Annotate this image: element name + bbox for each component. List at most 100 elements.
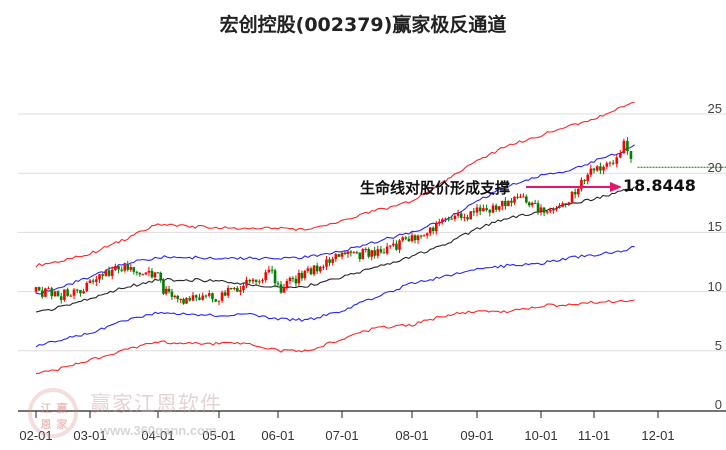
candle-body [482, 208, 485, 212]
candle-body [422, 235, 426, 237]
candle-body [279, 284, 283, 293]
candle-body [615, 157, 619, 164]
candle-body [261, 280, 264, 282]
candle-body [170, 291, 174, 297]
candle-body [401, 237, 404, 241]
candle-body [164, 288, 168, 294]
candle-body [288, 277, 292, 282]
candle-body [522, 196, 525, 198]
candle-body [533, 202, 537, 204]
candle-body [605, 163, 609, 167]
candle-body [66, 289, 69, 297]
candle-body [463, 217, 466, 219]
candle-body [611, 162, 615, 164]
candle-body [291, 277, 295, 279]
candle-body [592, 168, 596, 171]
candle-body [104, 270, 108, 276]
candle-body [117, 266, 120, 270]
candle-body [343, 252, 347, 254]
candle-body [545, 211, 549, 213]
candle-body [434, 223, 438, 232]
candle-body [162, 280, 165, 294]
candle-body [123, 264, 127, 271]
candle-body [395, 243, 398, 250]
candle-body [608, 162, 612, 164]
candle-body [37, 287, 41, 291]
candle-body [251, 279, 255, 282]
candle-body [182, 298, 185, 304]
candle-body [297, 272, 301, 284]
candle-body [79, 290, 82, 294]
candle-body [494, 205, 498, 210]
candle-body [469, 211, 472, 220]
candle-body [398, 240, 401, 250]
candle-body [447, 218, 450, 220]
candle-body [376, 249, 380, 256]
candle-body [95, 279, 98, 282]
candle-body [132, 267, 136, 272]
candle-body [258, 281, 261, 283]
candle-body [527, 202, 531, 206]
candle-body [456, 213, 460, 216]
candle-body [159, 272, 163, 281]
candle-body [185, 298, 188, 304]
candle-body [176, 295, 180, 300]
candle-body [232, 287, 236, 289]
candle-body [599, 166, 602, 171]
support-annotation-label: 生命线对股价形成支撑 [360, 179, 511, 197]
candle-body [364, 248, 368, 250]
upper-red-band-line [35, 101, 635, 268]
watermark-logo-char: 家 [56, 419, 68, 431]
candle-body [334, 254, 338, 259]
candle-body [444, 218, 447, 220]
candle-body [309, 268, 313, 275]
candle-body [404, 237, 408, 239]
candle-body [226, 287, 230, 296]
candle-body [254, 279, 258, 282]
candle-body [567, 202, 571, 205]
candle-body [144, 272, 148, 275]
candle-body [539, 207, 543, 212]
candle-body [478, 207, 482, 212]
candle-body [41, 290, 44, 297]
candle-body [264, 272, 268, 281]
candle-body [194, 295, 198, 298]
candle-body [497, 206, 501, 210]
watermark-logo-char: 恩 [40, 419, 52, 431]
candle-body [337, 254, 341, 257]
candle-body [352, 252, 356, 254]
candle-body [138, 272, 142, 275]
candle-body [370, 250, 373, 257]
candle-body [242, 285, 245, 290]
candle-body [519, 196, 522, 198]
x-tick-04-01: 04-01 [141, 428, 175, 443]
y-tick-25: 25 [707, 101, 722, 116]
candle-body [91, 280, 95, 282]
candle-body [82, 291, 85, 294]
candle-body [530, 202, 534, 206]
candle-body [276, 283, 280, 285]
candle-body [619, 153, 622, 158]
candle-body [204, 295, 208, 297]
candle-body [188, 298, 192, 301]
annotation-layer [526, 166, 726, 192]
x-tick-12-01: 12-01 [641, 428, 675, 443]
y-tick-5: 5 [714, 338, 722, 353]
lower-red-band-line [35, 299, 635, 375]
life-line-line [35, 186, 635, 313]
candle-body [98, 274, 101, 280]
y-tick-10: 10 [707, 279, 722, 294]
candle-body [245, 279, 248, 286]
candle-body [586, 174, 590, 181]
candle-body [107, 270, 111, 276]
candle-body [438, 221, 441, 224]
candle-body [361, 249, 365, 260]
candle-body [315, 265, 319, 272]
watermark-logo-icon: 江 赢 恩 家 [28, 388, 78, 438]
candle-body [379, 249, 383, 253]
candle-body [407, 238, 411, 242]
candle-body [564, 203, 568, 205]
candle-body [346, 251, 350, 254]
candle-body [475, 207, 479, 213]
